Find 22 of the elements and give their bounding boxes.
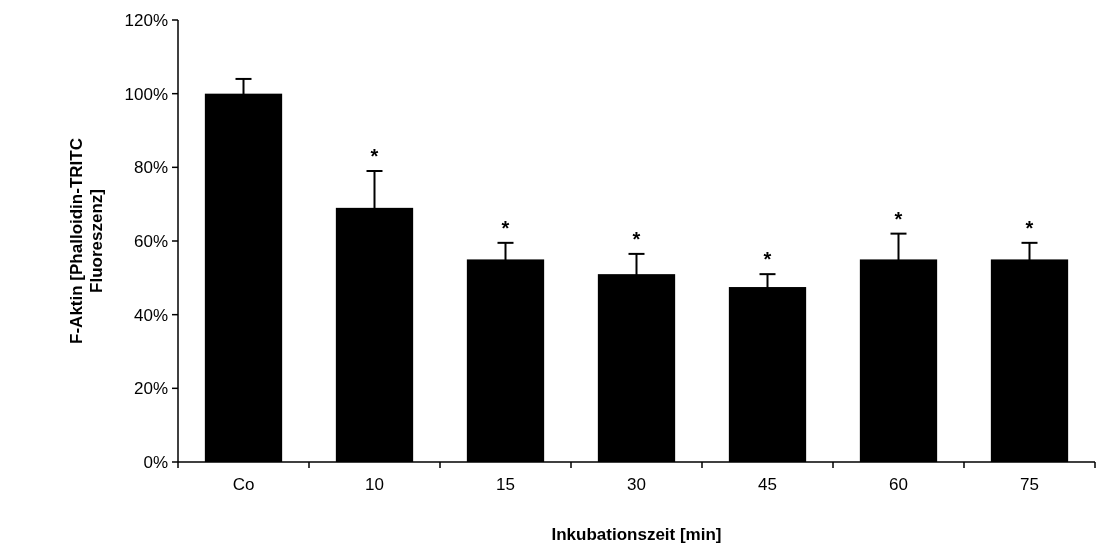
x-tick-label: 45 xyxy=(758,475,777,494)
x-tick-label: 15 xyxy=(496,475,515,494)
x-tick-label: 60 xyxy=(889,475,908,494)
y-tick-label: 60% xyxy=(133,231,168,251)
y-tick-label: 20% xyxy=(133,379,168,399)
x-tick-label: Co xyxy=(232,475,255,494)
data-label: * xyxy=(763,248,772,271)
y-tick-label: 120% xyxy=(124,10,168,30)
data-label: * xyxy=(370,145,379,168)
data-label: * xyxy=(501,216,510,239)
y-tick-label: 80% xyxy=(133,158,168,178)
data-label: * xyxy=(632,227,641,250)
y-tick-label: 0% xyxy=(143,452,168,472)
x-axis-title: Inkubationszeit [min] xyxy=(551,525,722,544)
x-tick-label: 75 xyxy=(1020,475,1039,494)
x-tick-label: 10 xyxy=(365,475,384,494)
y-tick-label: 100% xyxy=(124,84,168,104)
y-axis-title: F-Aktin [Phalloidin-TRITC Fluoreszenz] xyxy=(67,138,107,344)
y-tick-label: 40% xyxy=(133,305,168,325)
x-tick-label: 30 xyxy=(627,475,646,494)
data-label: * xyxy=(1025,216,1034,239)
data-label: * xyxy=(894,207,903,230)
